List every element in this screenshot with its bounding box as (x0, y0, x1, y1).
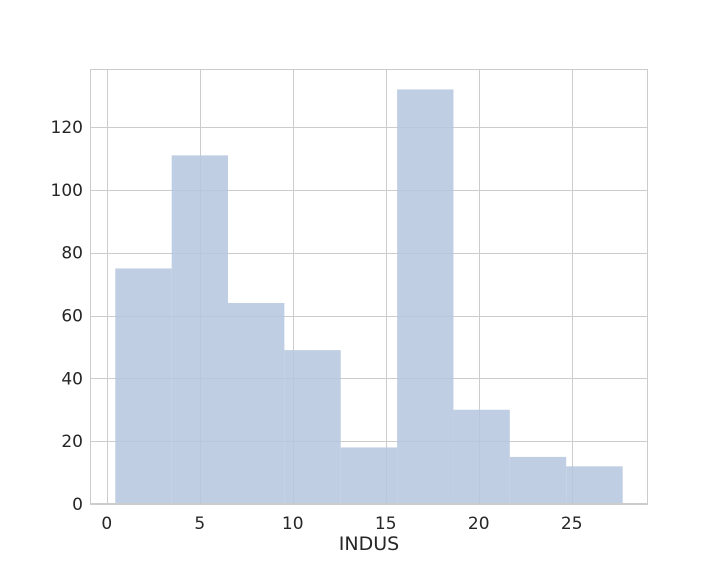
y-tick-labels: 0 20 40 60 80 100 120 (51, 118, 83, 515)
x-tick-label: 5 (194, 514, 205, 534)
y-tick-label: 60 (61, 307, 83, 327)
histogram-bar (228, 302, 285, 504)
y-tick-label: 0 (72, 495, 83, 515)
histogram-bar (115, 268, 172, 504)
y-tick-label: 80 (61, 244, 83, 264)
plot-frame (90, 69, 648, 504)
y-tick-label: 100 (51, 181, 83, 201)
y-tick-label: 20 (61, 432, 83, 452)
histogram-bar (171, 155, 229, 505)
x-tick-label: 15 (375, 514, 397, 534)
histogram-bar (397, 89, 454, 504)
histogram-bars (115, 89, 623, 505)
x-tick-label: 25 (561, 514, 583, 534)
x-axis-label: INDUS (339, 533, 399, 555)
x-tick-label: 10 (282, 514, 304, 534)
x-tick-label: 0 (101, 514, 112, 534)
x-tick-label: 20 (468, 514, 490, 534)
histogram-bar (340, 447, 398, 504)
histogram-bar (566, 466, 623, 504)
histogram-bar (284, 350, 341, 504)
y-tick-label: 120 (51, 118, 83, 138)
x-tick-labels: 0 5 10 15 20 25 (101, 514, 582, 534)
histogram-bar (509, 456, 567, 504)
histogram-bar (453, 409, 510, 504)
y-tick-label: 40 (61, 369, 83, 389)
